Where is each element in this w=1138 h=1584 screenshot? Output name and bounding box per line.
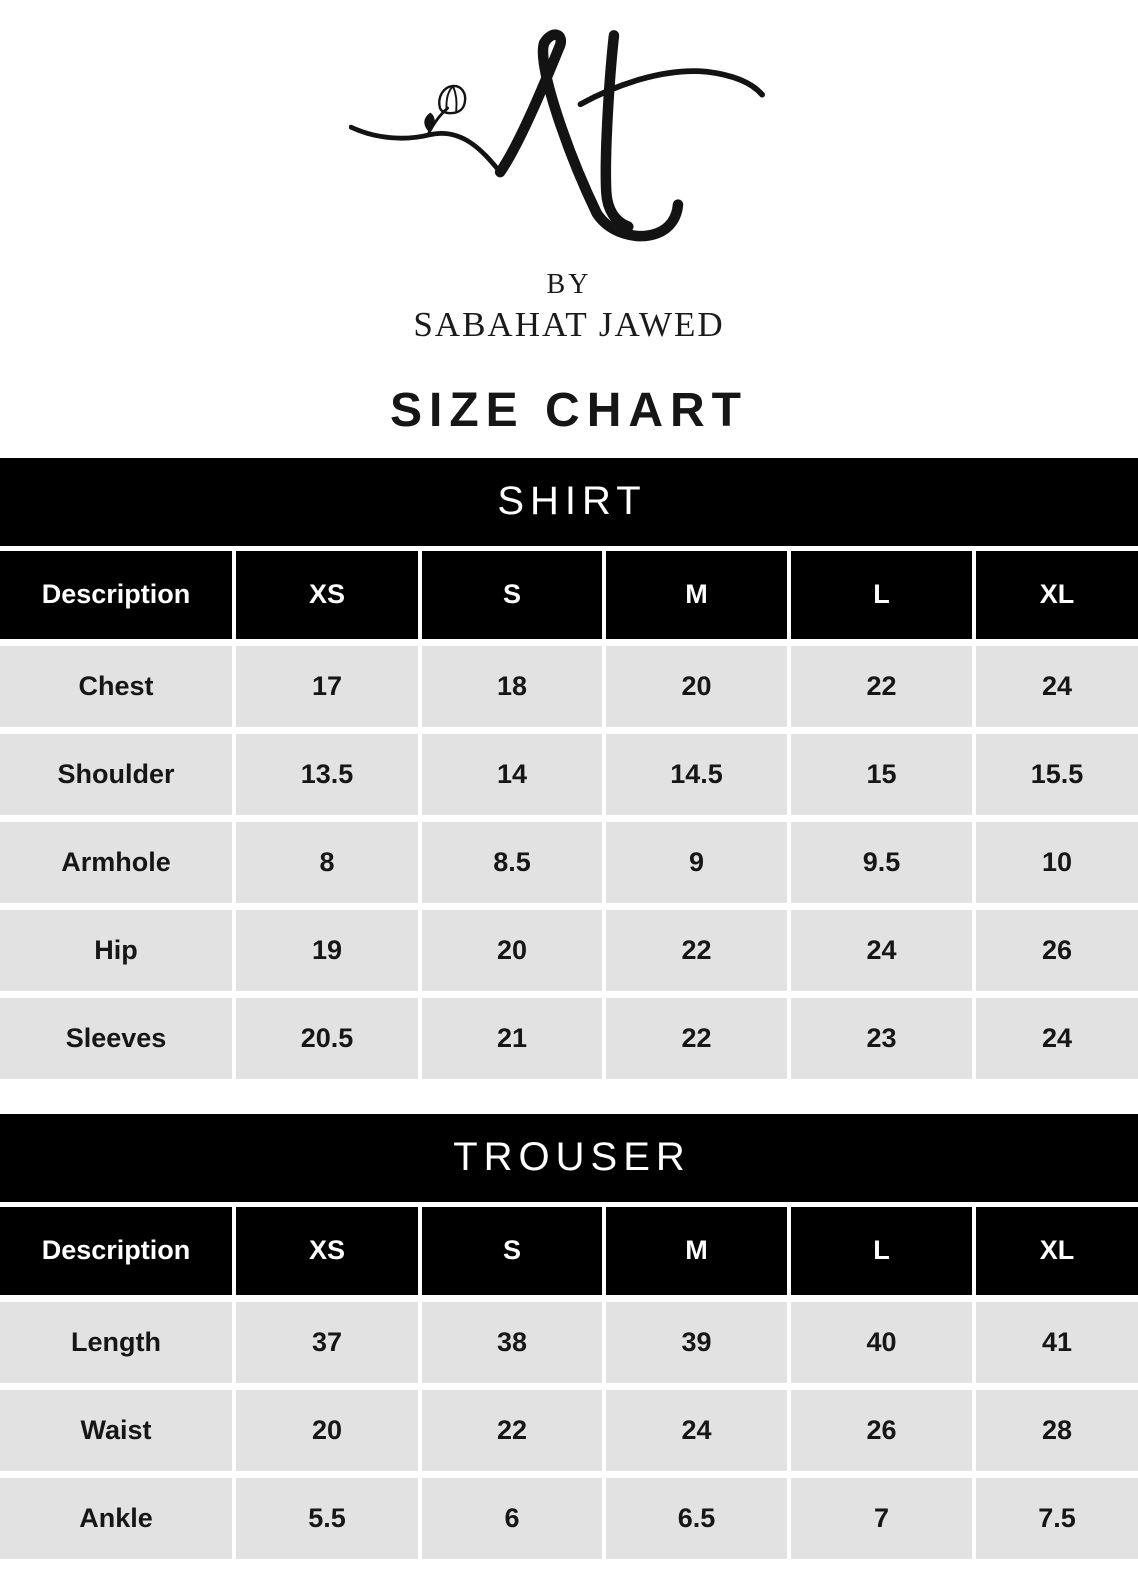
column-header: XL: [976, 1206, 1138, 1295]
size-value: 8: [236, 821, 418, 903]
size-value: 39: [606, 1301, 787, 1383]
crossbar-swash: [577, 68, 765, 108]
size-value: 24: [791, 909, 972, 991]
size-value: 23: [791, 997, 972, 1079]
size-value: 40: [791, 1301, 972, 1383]
flower-bud-icon: [438, 84, 467, 115]
size-value: 38: [422, 1301, 602, 1383]
size-value: 24: [976, 645, 1138, 727]
column-header: S: [422, 1206, 602, 1295]
footer-note: ALL MEASUREMENT ARE IN INCHES: [0, 1581, 1138, 1584]
size-value: 26: [791, 1389, 972, 1471]
column-header: Description: [0, 550, 232, 639]
size-value: 15.5: [976, 733, 1138, 815]
size-value: 13.5: [236, 733, 418, 815]
brand-header: BY SABAHAT JAWED: [0, 22, 1138, 345]
row-label: Chest: [0, 645, 232, 727]
row-label: Hip: [0, 909, 232, 991]
brand-name: SABAHAT JAWED: [413, 305, 725, 345]
size-value: 8.5: [422, 821, 602, 903]
size-value: 24: [976, 997, 1138, 1079]
size-value: 24: [606, 1389, 787, 1471]
size-value: 20.5: [236, 997, 418, 1079]
size-value: 21: [422, 997, 602, 1079]
leaf-icon: [424, 112, 435, 132]
size-value: 5.5: [236, 1477, 418, 1559]
size-value: 22: [606, 997, 787, 1079]
column-header: M: [606, 1206, 787, 1295]
trouser-table: Description XS S M L XL Length 37 38 39 …: [0, 1206, 1138, 1559]
size-value: 14.5: [606, 733, 787, 815]
row-label: Sleeves: [0, 997, 232, 1079]
size-value: 15: [791, 733, 972, 815]
page-title: SIZE CHART: [390, 383, 748, 437]
flower-petal-line: [452, 86, 458, 112]
size-value: 20: [236, 1389, 418, 1471]
letter-l-stroke: [494, 29, 684, 242]
size-value: 18: [422, 645, 602, 727]
size-value: 26: [976, 909, 1138, 991]
row-label: Shoulder: [0, 733, 232, 815]
row-label: Length: [0, 1301, 232, 1383]
row-label: Armhole: [0, 821, 232, 903]
column-header: L: [791, 1206, 972, 1295]
size-value: 19: [236, 909, 418, 991]
size-value: 22: [422, 1389, 602, 1471]
size-value: 10: [976, 821, 1138, 903]
size-value: 41: [976, 1301, 1138, 1383]
size-value: 20: [422, 909, 602, 991]
trouser-table-title: TROUSER: [0, 1113, 1138, 1202]
size-value: 7: [791, 1477, 972, 1559]
brand-by-label: BY: [546, 269, 592, 300]
size-value: 20: [606, 645, 787, 727]
swash-stroke: [349, 124, 503, 175]
row-label: Ankle: [0, 1477, 232, 1559]
column-header: XS: [236, 550, 418, 639]
column-header: XL: [976, 550, 1138, 639]
lt-monogram-icon: [349, 29, 765, 242]
size-value: 6.5: [606, 1477, 787, 1559]
column-header: S: [422, 550, 602, 639]
size-value: 17: [236, 645, 418, 727]
column-header: XS: [236, 1206, 418, 1295]
size-value: 9: [606, 821, 787, 903]
shirt-table-title: SHIRT: [0, 457, 1138, 546]
size-value: 6: [422, 1477, 602, 1559]
column-header: L: [791, 550, 972, 639]
row-label: Waist: [0, 1389, 232, 1471]
size-value: 37: [236, 1301, 418, 1383]
brand-logo: [349, 22, 789, 261]
letter-t-stroke: [600, 30, 634, 232]
column-header: M: [606, 550, 787, 639]
shirt-table: Description XS S M L XL Chest 17 18 20 2…: [0, 550, 1138, 1079]
size-value: 22: [606, 909, 787, 991]
column-header: Description: [0, 1206, 232, 1295]
size-value: 9.5: [791, 821, 972, 903]
size-value: 28: [976, 1389, 1138, 1471]
flower-petal-line: [445, 86, 454, 111]
size-value: 22: [791, 645, 972, 727]
size-value: 14: [422, 733, 602, 815]
size-value: 7.5: [976, 1477, 1138, 1559]
